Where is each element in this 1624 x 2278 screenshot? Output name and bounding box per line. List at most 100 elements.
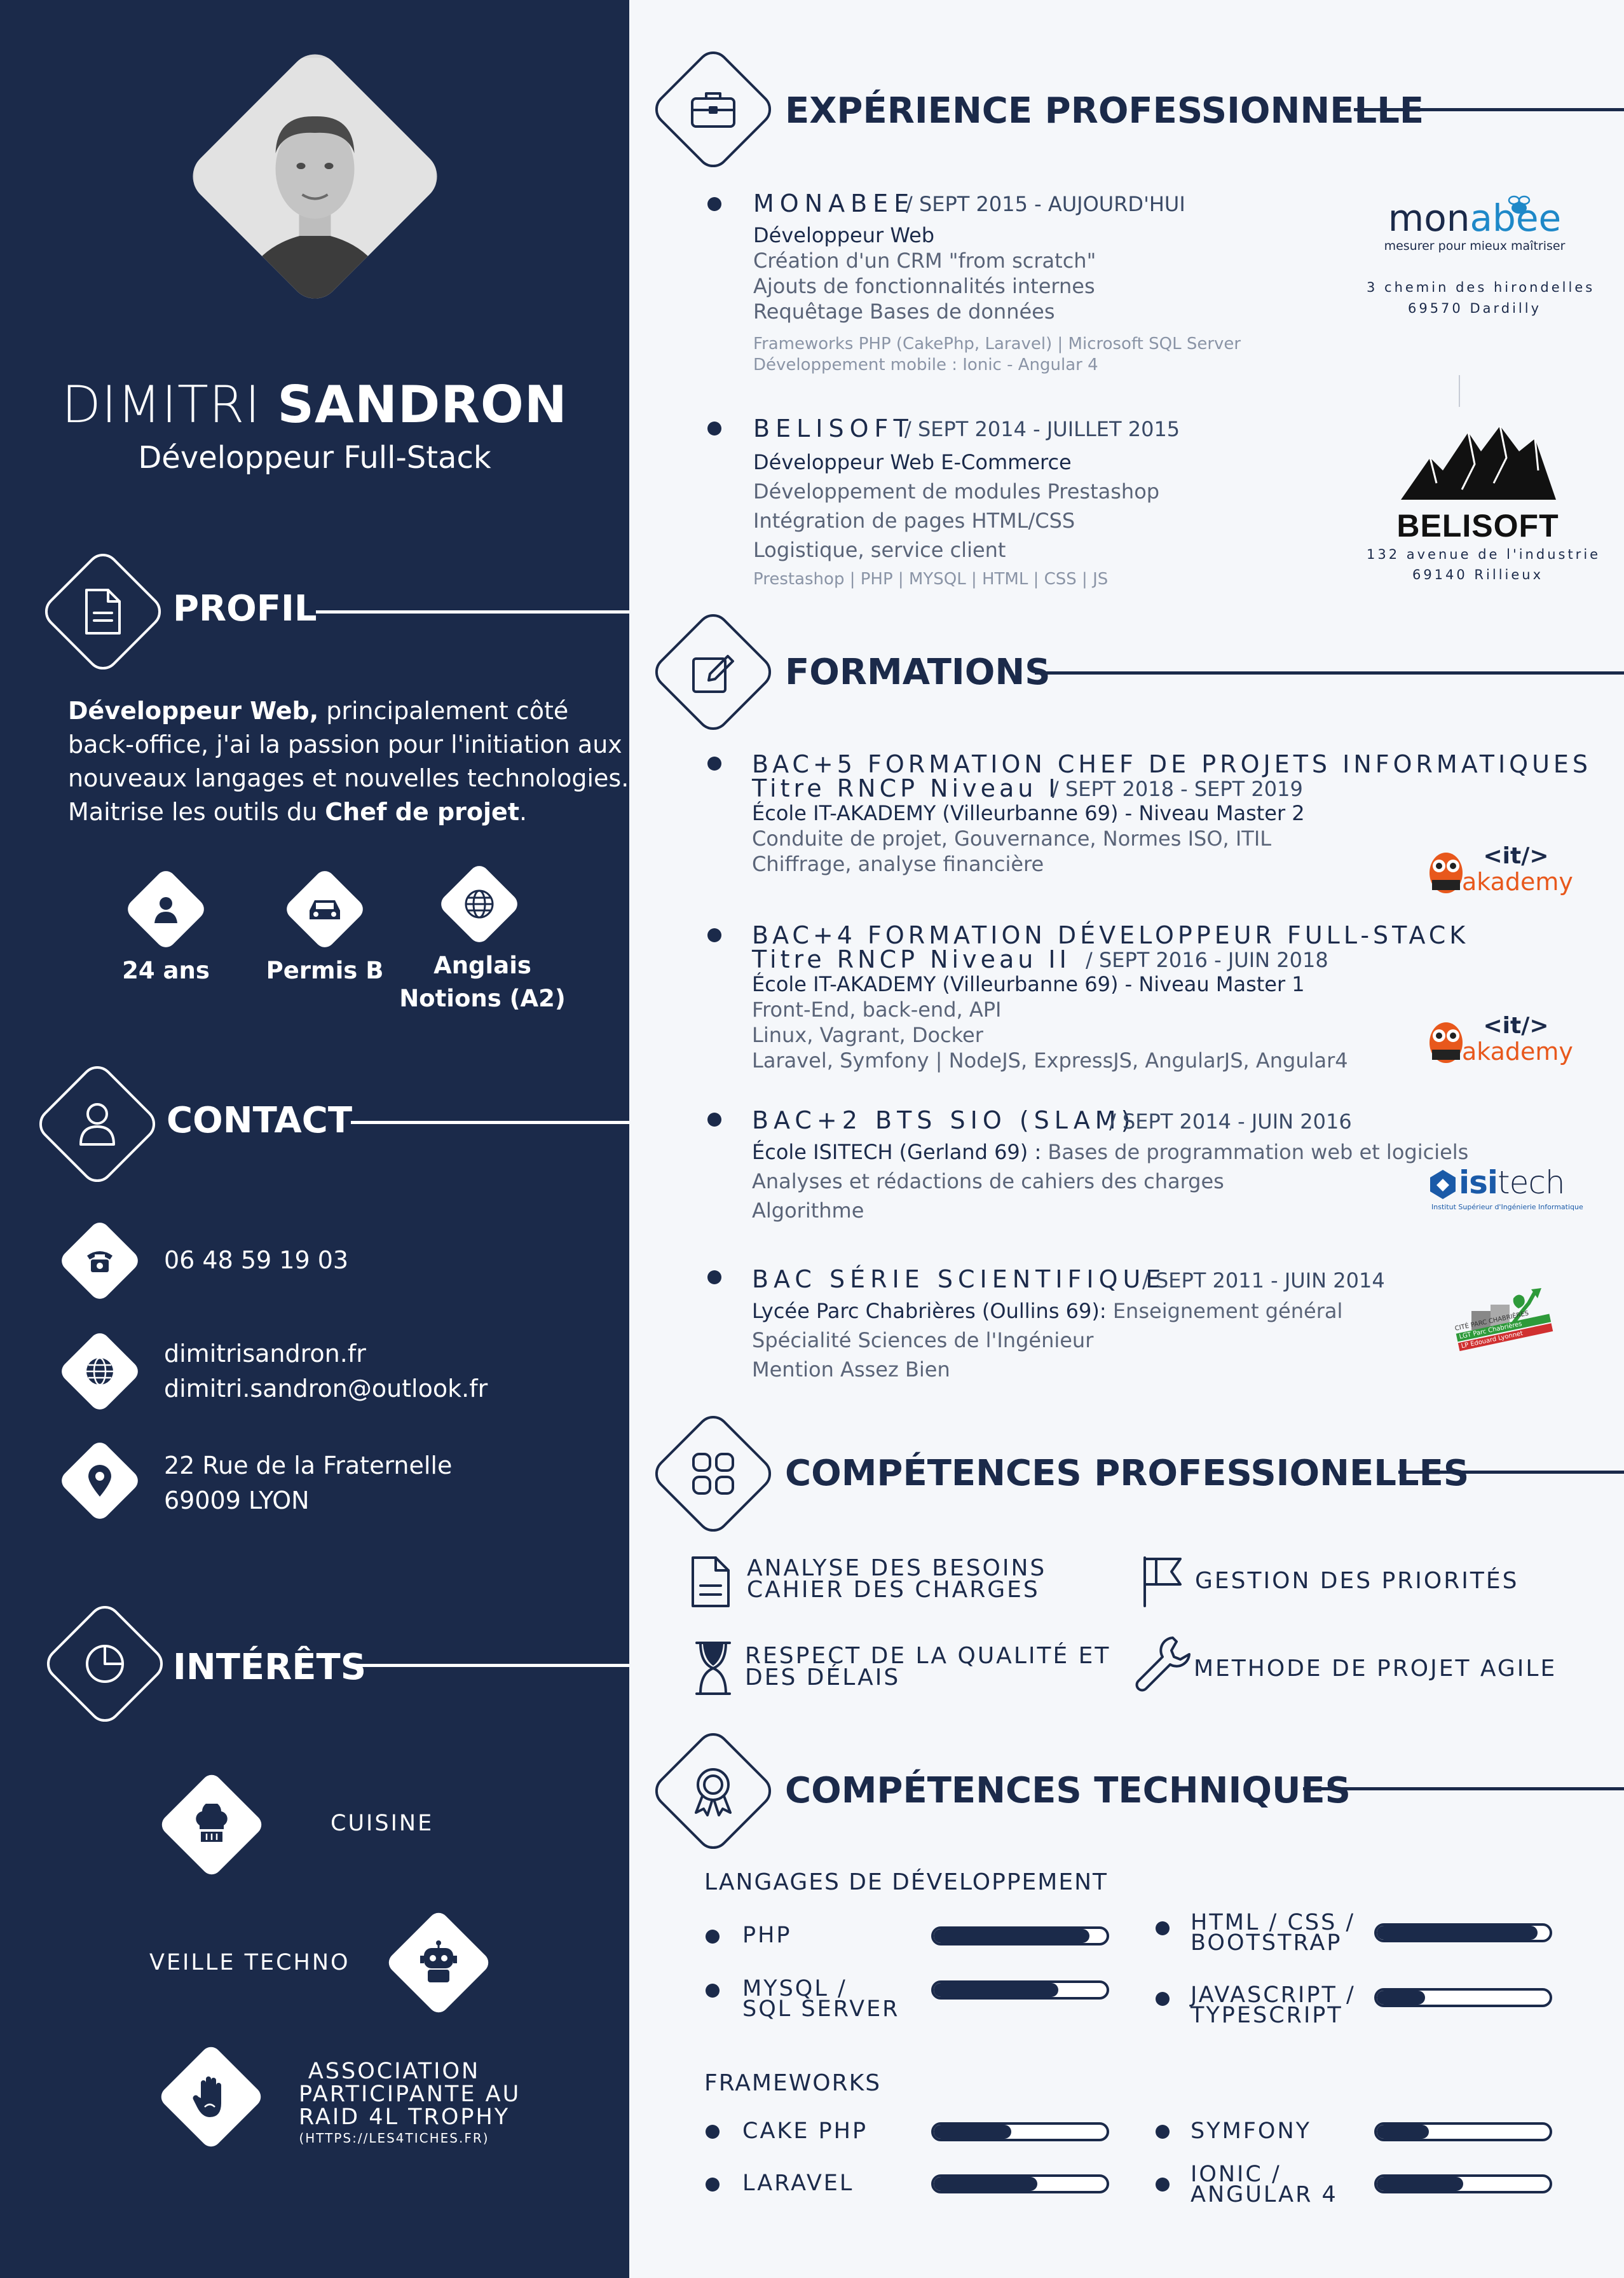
job-tech-2: Développement mobile : Ionic - Angular 4 bbox=[753, 355, 1098, 374]
pro-skill-line: GESTION DES PRIORITÉS bbox=[1195, 1568, 1519, 1594]
edu-bullet bbox=[707, 1270, 721, 1284]
hand-icon bbox=[173, 2059, 249, 2135]
language-name: Anglais bbox=[433, 952, 531, 979]
pro-skill-line: CAHIER DES CHARGES bbox=[747, 1577, 1040, 1603]
profile-line2: back-office, j'ai la passion pour l'init… bbox=[68, 731, 622, 758]
edu-detail-2: Algorithme bbox=[752, 1198, 864, 1223]
skill-line: BOOTSTRAP bbox=[1191, 1930, 1342, 1956]
edu-dates: / SEPT 2018 - SEPT 2019 bbox=[1052, 777, 1303, 801]
skill-bullet bbox=[706, 1930, 720, 1944]
skill-name: PHP bbox=[742, 1923, 792, 1948]
edu-subtitle: Titre RNCP Niveau I bbox=[752, 774, 1060, 802]
skill-line: MYSQL / bbox=[742, 1976, 847, 2001]
interest-cooking: CUISINE bbox=[331, 1811, 434, 1836]
skill-line: JAVASCRIPT / bbox=[1191, 1982, 1356, 2008]
skill-line: IONIC / bbox=[1191, 2162, 1281, 2187]
last-name: SANDRON bbox=[277, 375, 568, 434]
edu-bullet bbox=[707, 928, 721, 942]
contact-divider bbox=[351, 1121, 629, 1124]
profil-divider bbox=[316, 610, 629, 614]
skill-bar-fill bbox=[1377, 1926, 1538, 1940]
edu-detail-2: Linux, Vagrant, Docker bbox=[752, 1023, 983, 1047]
pro-skill-agile: METHODE DE PROJET AGILE bbox=[1194, 1657, 1557, 1680]
edu-dates: / SEPT 2011 - JUIN 2014 bbox=[1142, 1268, 1385, 1293]
logo-separator bbox=[1459, 375, 1460, 407]
skill-bullet bbox=[1156, 1921, 1170, 1935]
interest-tech-watch: VEILLE TECHNO bbox=[149, 1950, 350, 1975]
skill-line: SYMFONY bbox=[1191, 2118, 1312, 2144]
edu-detail-1: Analyses et rédactions de cahiers des ch… bbox=[752, 1169, 1224, 1193]
phone-number[interactable]: 06 48 59 19 03 bbox=[164, 1246, 349, 1274]
skill-name: LARAVEL bbox=[742, 2171, 854, 2196]
skill-bar bbox=[931, 2122, 1109, 2141]
pro-skill-quality: RESPECT DE LA QUALITÉ ET DES DÉLAIS bbox=[745, 1645, 1110, 1689]
experience-divider bbox=[1354, 108, 1624, 111]
contact-heading: CONTACT bbox=[167, 1100, 353, 1141]
pie-chart-icon bbox=[59, 1618, 151, 1710]
akademy-logo-bottom: akademy bbox=[1462, 868, 1573, 896]
owl-logo-icon bbox=[1430, 853, 1463, 893]
job-company: MONABEE bbox=[753, 189, 915, 217]
profile-line4: Maitrise les outils du bbox=[68, 798, 325, 826]
skill-bar-fill bbox=[934, 2177, 1038, 2191]
edu-detail-1: Spécialité Sciences de l'Ingénieur bbox=[752, 1328, 1094, 1352]
edu-title: BAC+2 BTS SIO (SLAM) bbox=[752, 1106, 1136, 1134]
sidebar bbox=[0, 0, 629, 2278]
profile-text: Développeur Web, principalement côté bac… bbox=[68, 694, 629, 829]
edu-school: École IT-AKADEMY (Villeurbanne 69) - Niv… bbox=[752, 801, 1305, 825]
belisoft-mountain-logo bbox=[1401, 425, 1556, 500]
skill-line: CAKE PHP bbox=[742, 2118, 868, 2144]
monabee-logo: monabee mesurer pour mieux maîtriser bbox=[1367, 197, 1583, 253]
language-label: Anglais Notions (A2) bbox=[394, 949, 571, 1015]
hourglass-icon bbox=[695, 1642, 731, 1695]
job-task-1: Création d'un CRM "from scratch" bbox=[753, 249, 1096, 273]
pro-skills-heading: COMPÉTENCES PROFESSIONELLES bbox=[785, 1453, 1470, 1494]
edu-title: BAC+5 FORMATION CHEF DE PROJETS INFORMAT… bbox=[752, 750, 1592, 778]
interest-association: ASSOCIATION PARTICIPANTE AU RAID 4L TROP… bbox=[299, 2060, 519, 2148]
globe-filled-icon bbox=[70, 1341, 130, 1401]
skill-bar-fill bbox=[934, 1983, 1058, 1997]
job-role: Développeur Web E-Commerce bbox=[753, 450, 1072, 474]
languages-heading: LANGAGES DE DÉVELOPPEMENT bbox=[704, 1869, 1109, 1895]
belisoft-address-2: 69140 Rillieux bbox=[1412, 567, 1544, 582]
skill-line: PHP bbox=[742, 1923, 792, 1948]
association-link[interactable]: (HTTPS://LES4TICHES.FR) bbox=[299, 2130, 489, 2146]
skill-line: LARAVEL bbox=[742, 2171, 854, 2196]
skill-name: IONIC / ANGULAR 4 bbox=[1191, 2162, 1338, 2207]
skill-line: ANGULAR 4 bbox=[1191, 2182, 1338, 2207]
isitech-logo-sub: Institut Supérieur d'Ingénierie Informat… bbox=[1431, 1203, 1583, 1211]
skill-name: MYSQL / SQL SERVER bbox=[742, 1976, 900, 2021]
job-bullet bbox=[707, 197, 721, 211]
edu-bullet bbox=[707, 1113, 721, 1127]
owl-logo-icon bbox=[1430, 1022, 1463, 1063]
first-name: DIMITRI bbox=[62, 375, 261, 434]
person-outline-icon bbox=[51, 1078, 143, 1170]
interests-heading: INTÉRÊTS bbox=[173, 1647, 367, 1688]
skill-bar-fill bbox=[934, 2125, 1012, 2139]
skill-bullet bbox=[1156, 1992, 1170, 2006]
pro-skill-priorities: GESTION DES PRIORITÉS bbox=[1195, 1568, 1519, 1594]
edu-detail-2: Chiffrage, analyse financière bbox=[752, 852, 1044, 876]
skill-bar-fill bbox=[934, 1929, 1089, 1943]
skill-name: SYMFONY bbox=[1191, 2118, 1312, 2144]
website-link[interactable]: dimitrisandron.fr bbox=[164, 1340, 366, 1368]
tech-skills-divider bbox=[1303, 1787, 1624, 1790]
monabee-logo-mon: mon bbox=[1388, 196, 1470, 240]
skill-bullet bbox=[706, 2125, 720, 2139]
chef-hat-icon bbox=[174, 1787, 250, 1863]
akademy-logo-top: <it/> bbox=[1483, 1013, 1549, 1039]
address-line2: 69009 LYON bbox=[164, 1486, 310, 1514]
skill-bullet bbox=[706, 1984, 720, 1998]
job-tech-1: Frameworks PHP (CakePhp, Laravel) | Micr… bbox=[753, 334, 1241, 353]
skill-bar-fill bbox=[1377, 1991, 1426, 2005]
isitech-logo-tech: tech bbox=[1498, 1164, 1566, 1201]
job-task-2: Intégration de pages HTML/CSS bbox=[753, 509, 1075, 533]
email-link[interactable]: dimitri.sandron@outlook.fr bbox=[164, 1375, 488, 1403]
license-label: Permis B bbox=[266, 957, 384, 984]
edu-title: BAC+4 FORMATION DÉVELOPPEUR FULL-STACK bbox=[752, 921, 1470, 949]
car-icon bbox=[295, 879, 355, 939]
skill-bar bbox=[931, 1980, 1109, 2000]
skill-name: JAVASCRIPT / TYPESCRIPT bbox=[1191, 1982, 1356, 2027]
job-role: Développeur Web bbox=[753, 223, 935, 247]
document-icon bbox=[692, 1556, 730, 1607]
